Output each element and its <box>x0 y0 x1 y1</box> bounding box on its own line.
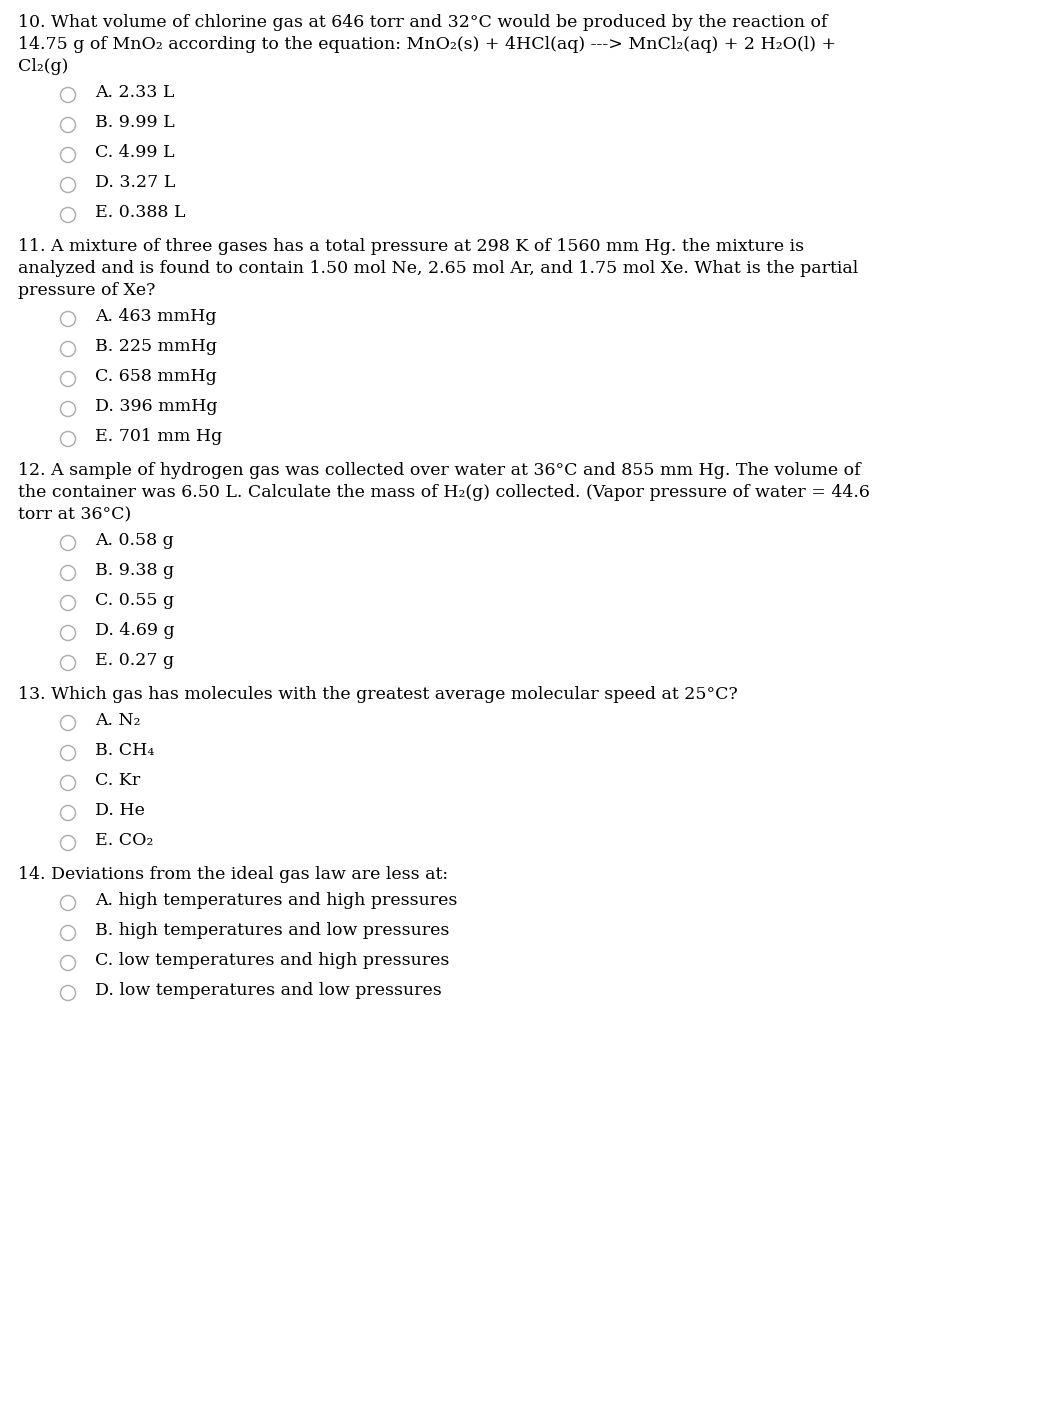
Text: Cl₂(g): Cl₂(g) <box>18 57 69 74</box>
Text: C. Kr: C. Kr <box>95 773 140 789</box>
Text: A. 0.58 g: A. 0.58 g <box>95 531 174 550</box>
Text: torr at 36°C): torr at 36°C) <box>18 506 131 523</box>
Text: D. low temperatures and low pressures: D. low temperatures and low pressures <box>95 981 442 1000</box>
Text: 11. A mixture of three gases has a total pressure at 298 K of 1560 mm Hg. the mi: 11. A mixture of three gases has a total… <box>18 238 804 255</box>
Text: E. 701 mm Hg: E. 701 mm Hg <box>95 428 222 444</box>
Text: 12. A sample of hydrogen gas was collected over water at 36°C and 855 mm Hg. The: 12. A sample of hydrogen gas was collect… <box>18 463 860 479</box>
Text: E. CO₂: E. CO₂ <box>95 831 154 850</box>
Text: A. 463 mmHg: A. 463 mmHg <box>95 308 216 325</box>
Text: E. 0.388 L: E. 0.388 L <box>95 205 185 222</box>
Text: D. He: D. He <box>95 802 144 819</box>
Text: D. 396 mmHg: D. 396 mmHg <box>95 398 217 415</box>
Text: D. 4.69 g: D. 4.69 g <box>95 622 175 639</box>
Text: B. 225 mmHg: B. 225 mmHg <box>95 338 217 355</box>
Text: 14. Deviations from the ideal gas law are less at:: 14. Deviations from the ideal gas law ar… <box>18 866 448 883</box>
Text: B. high temperatures and low pressures: B. high temperatures and low pressures <box>95 923 450 939</box>
Text: B. CH₄: B. CH₄ <box>95 742 155 758</box>
Text: C. 4.99 L: C. 4.99 L <box>95 144 175 161</box>
Text: C. 658 mmHg: C. 658 mmHg <box>95 367 217 386</box>
Text: A. high temperatures and high pressures: A. high temperatures and high pressures <box>95 892 457 908</box>
Text: 10. What volume of chlorine gas at 646 torr and 32°C would be produced by the re: 10. What volume of chlorine gas at 646 t… <box>18 14 827 31</box>
Text: analyzed and is found to contain 1.50 mol Ne, 2.65 mol Ar, and 1.75 mol Xe. What: analyzed and is found to contain 1.50 mo… <box>18 259 858 278</box>
Text: A. N₂: A. N₂ <box>95 712 140 729</box>
Text: 13. Which gas has molecules with the greatest average molecular speed at 25°C?: 13. Which gas has molecules with the gre… <box>18 686 738 702</box>
Text: C. 0.55 g: C. 0.55 g <box>95 592 175 608</box>
Text: 14.75 g of MnO₂ according to the equation: MnO₂(s) + 4HCl(aq) ---> MnCl₂(aq) + 2: 14.75 g of MnO₂ according to the equatio… <box>18 36 836 53</box>
Text: the container was 6.50 L. Calculate the mass of H₂(g) collected. (Vapor pressure: the container was 6.50 L. Calculate the … <box>18 484 870 501</box>
Text: pressure of Xe?: pressure of Xe? <box>18 282 156 299</box>
Text: A. 2.33 L: A. 2.33 L <box>95 84 175 101</box>
Text: B. 9.38 g: B. 9.38 g <box>95 562 175 579</box>
Text: C. low temperatures and high pressures: C. low temperatures and high pressures <box>95 952 450 969</box>
Text: B. 9.99 L: B. 9.99 L <box>95 114 175 130</box>
Text: D. 3.27 L: D. 3.27 L <box>95 174 176 191</box>
Text: E. 0.27 g: E. 0.27 g <box>95 652 175 669</box>
